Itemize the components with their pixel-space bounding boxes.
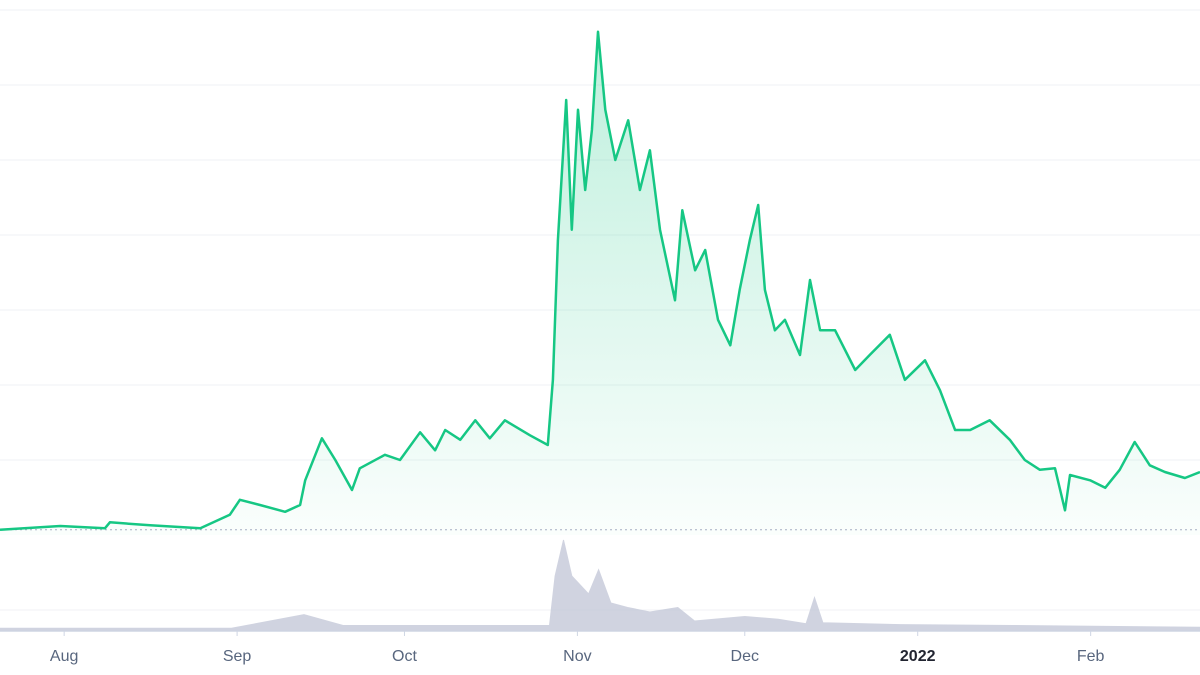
x-tick-label: Oct [392,648,417,665]
x-tick-label: 2022 [900,648,936,665]
price-line [0,30,1200,532]
price-area [0,31,1200,536]
x-tick-label: Feb [1077,648,1105,665]
volume-area [0,539,1200,631]
x-tick-label: Sep [223,648,252,665]
x-tick-label: Nov [563,648,591,665]
x-tick-label: Dec [731,648,759,665]
x-tick-label: Aug [50,648,78,665]
